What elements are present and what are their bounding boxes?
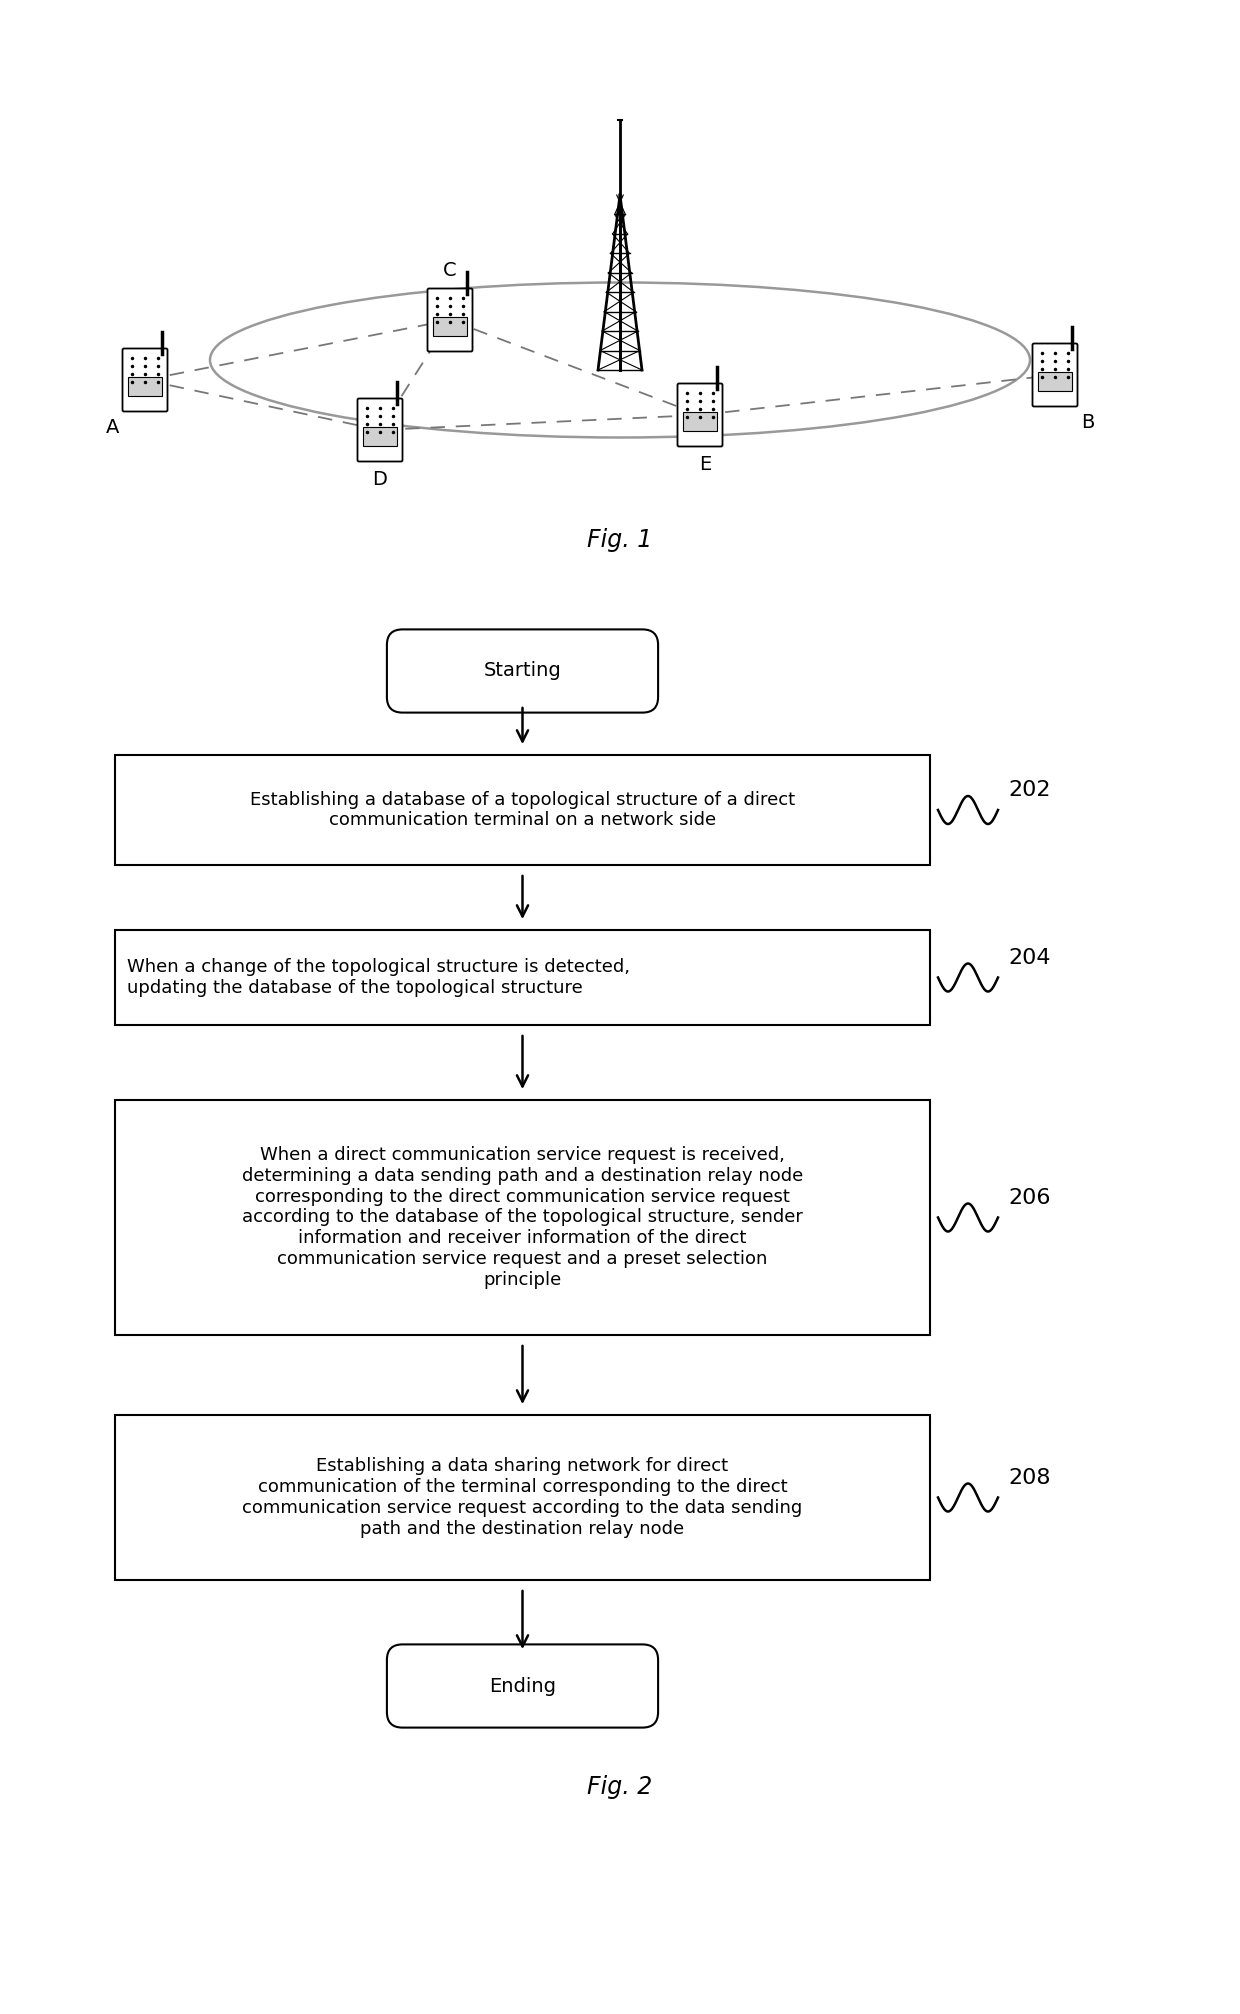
Text: E: E: [699, 455, 711, 473]
Text: C: C: [443, 262, 456, 280]
Text: D: D: [372, 469, 387, 489]
Bar: [115, 930, 930, 1025]
FancyBboxPatch shape: [428, 288, 472, 352]
Bar: [363, 427, 397, 447]
Bar: [115, 1416, 930, 1581]
Text: Ending: Ending: [489, 1676, 556, 1696]
Text: 206: 206: [1008, 1188, 1050, 1208]
Text: Establishing a database of a topological structure of a direct
communication ter: Establishing a database of a topological…: [250, 792, 795, 830]
FancyBboxPatch shape: [677, 383, 723, 447]
FancyBboxPatch shape: [123, 348, 167, 411]
Text: 204: 204: [1008, 947, 1050, 967]
Text: Fig. 1: Fig. 1: [588, 528, 652, 552]
Text: Establishing a data sharing network for direct
communication of the terminal cor: Establishing a data sharing network for …: [242, 1458, 802, 1539]
Bar: [115, 755, 930, 864]
Text: 208: 208: [1008, 1468, 1050, 1488]
FancyBboxPatch shape: [387, 630, 658, 713]
Text: A: A: [105, 419, 119, 437]
Bar: [115, 1100, 930, 1335]
FancyBboxPatch shape: [357, 399, 403, 461]
Bar: [433, 316, 467, 336]
Bar: [1038, 373, 1073, 391]
Bar: [128, 377, 162, 397]
Text: 202: 202: [1008, 779, 1050, 800]
Bar: [683, 413, 717, 431]
FancyBboxPatch shape: [1033, 344, 1078, 407]
FancyBboxPatch shape: [387, 1643, 658, 1728]
Text: When a change of the topological structure is detected,
updating the database of: When a change of the topological structu…: [126, 959, 630, 997]
Text: Starting: Starting: [484, 661, 562, 681]
Text: When a direct communication service request is received,
determining a data send: When a direct communication service requ…: [242, 1146, 804, 1289]
Text: B: B: [1081, 413, 1095, 431]
Text: Fig. 2: Fig. 2: [588, 1774, 652, 1799]
